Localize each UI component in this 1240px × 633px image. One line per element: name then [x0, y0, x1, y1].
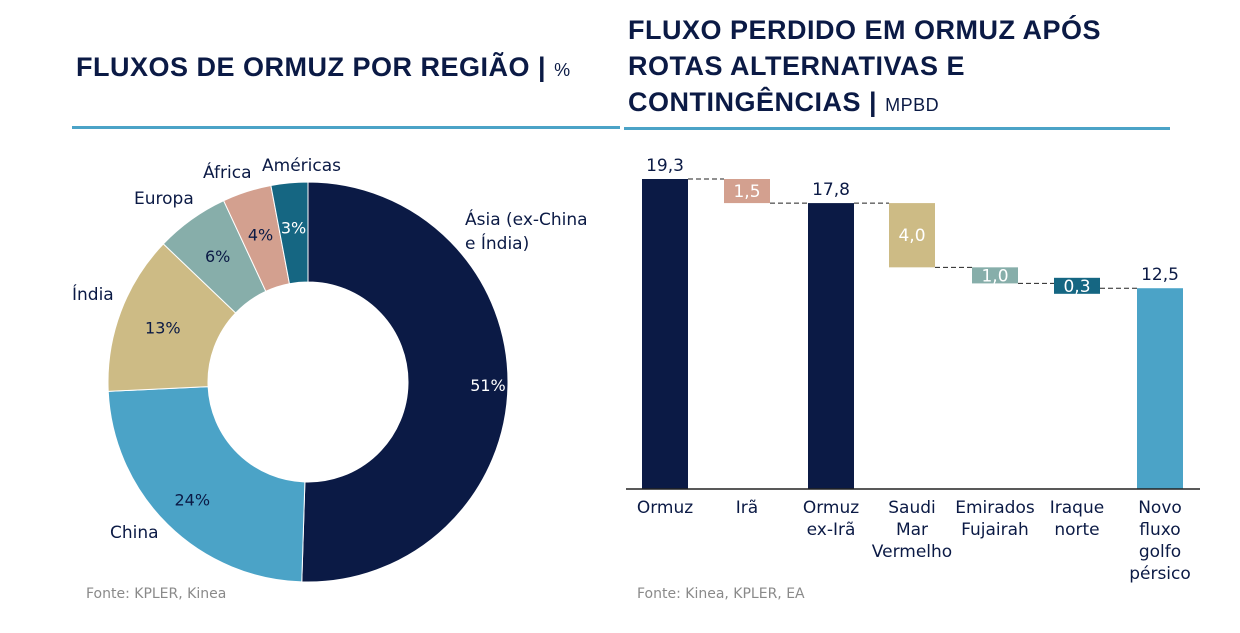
x-tick-label: norte	[1054, 520, 1099, 540]
waterfall-bar	[724, 179, 770, 204]
x-tick-label: Saudi	[888, 498, 936, 518]
donut-slice	[107, 386, 306, 583]
x-tick-label: Vermelho	[872, 542, 952, 562]
pie-title: FLUXOS DE ORMUZ POR REGIÃO | %	[76, 52, 571, 82]
slice-category-label: China	[110, 523, 159, 543]
bar-value-label: 17,8	[812, 180, 850, 200]
waterfall-title: FLUXO PERDIDO EM ORMUZ APÓS ROTAS ALTERNA…	[628, 15, 1102, 117]
pie-title-rule	[72, 126, 620, 129]
x-tick-label: golfo	[1139, 542, 1181, 562]
slice-value-label: 4%	[248, 225, 273, 244]
waterfall-bar	[889, 203, 935, 268]
waterfall-bar	[642, 179, 688, 489]
slice-category-label: Europa	[134, 189, 194, 209]
slice-value-label: 3%	[281, 219, 306, 238]
pie-unit: %	[554, 60, 571, 80]
waterfall-bar	[972, 267, 1018, 284]
slice-category-label: Ásia (ex-China	[465, 208, 588, 230]
slice-category-label: Américas	[262, 156, 341, 176]
x-tick-label: Fujairah	[961, 520, 1029, 540]
bar-value-label: 4,0	[898, 226, 925, 246]
bar-value-label: 1,5	[733, 182, 760, 202]
slice-value-label: 24%	[174, 491, 210, 510]
x-tick-label: Mar	[896, 520, 928, 540]
waterfall-bar	[1137, 288, 1183, 489]
bar-value-label: 0,3	[1063, 277, 1090, 297]
x-tick-label: Emirados	[955, 498, 1035, 518]
x-tick-label: Novo	[1138, 498, 1182, 518]
donut-slice	[301, 181, 509, 583]
x-tick-label: ex-Irã	[807, 520, 856, 540]
x-tick-label: pérsico	[1129, 564, 1191, 584]
slice-value-label: 13%	[145, 319, 181, 338]
waterfall-source: Fonte: Kinea, KPLER, EA	[637, 586, 805, 602]
slice-category-label: e Índia)	[465, 232, 529, 254]
x-tick-label: Irã	[736, 498, 758, 518]
slice-value-label: 6%	[205, 247, 230, 266]
bar-value-label: 1,0	[981, 266, 1008, 286]
donut-slice	[270, 181, 309, 285]
waterfall-unit: MPBD	[885, 95, 940, 115]
slice-value-label: 51%	[470, 376, 506, 395]
bar-value-label: 19,3	[646, 156, 684, 176]
waterfall-title-rule	[624, 127, 1170, 130]
x-tick-label: Ormuz	[637, 498, 693, 518]
bar-value-label: 12,5	[1141, 265, 1179, 285]
pie-source: Fonte: KPLER, Kinea	[86, 586, 227, 602]
waterfall-bar	[808, 203, 854, 489]
x-tick-label: Iraque	[1050, 498, 1104, 518]
x-tick-label: fluxo	[1139, 520, 1180, 540]
x-tick-label: Ormuz	[803, 498, 859, 518]
waterfall-bar	[1054, 277, 1100, 294]
slice-category-label: Índia	[72, 283, 114, 305]
slice-category-label: África	[203, 161, 252, 183]
